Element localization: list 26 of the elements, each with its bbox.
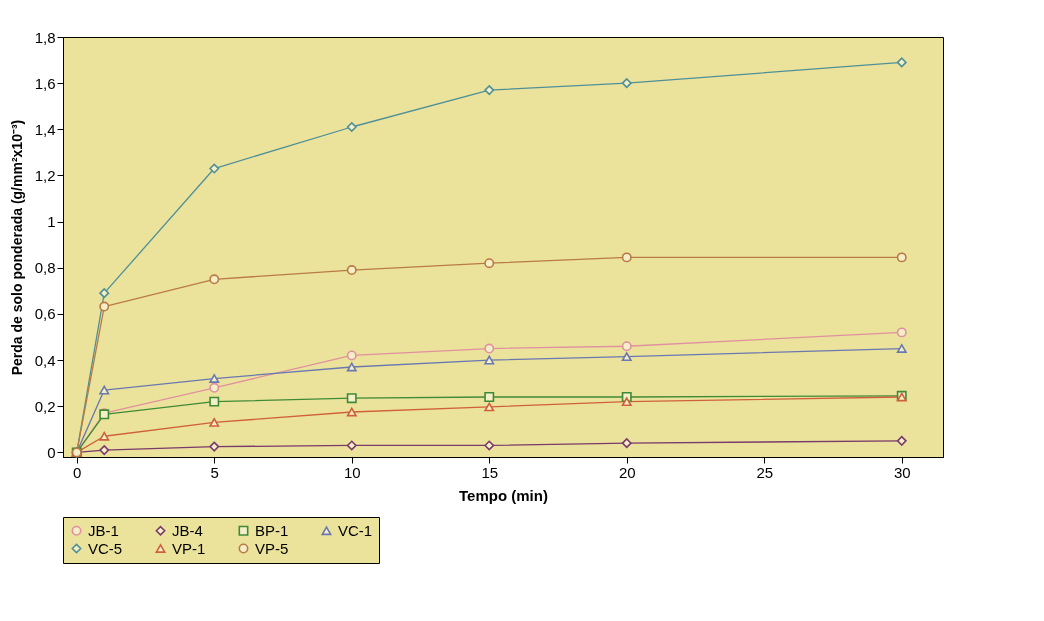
- legend-label: BP-1: [255, 521, 289, 539]
- x-tick-label: 30: [893, 463, 911, 481]
- legend-label: JB-1: [88, 521, 119, 539]
- legend-label: VP-1: [172, 539, 206, 557]
- y-tick-label: 0,4: [34, 351, 56, 369]
- legend-label: VC-1: [338, 521, 373, 539]
- y-tick-label: 0,2: [34, 397, 56, 415]
- legend-label: VC-5: [88, 539, 123, 557]
- y-tick-label: 1,6: [34, 74, 56, 92]
- y-tick-label: 0,6: [34, 305, 56, 323]
- x-tick-label: 25: [756, 463, 774, 481]
- y-tick-label: 1,4: [34, 120, 56, 138]
- x-axis-title: Tempo (min): [459, 486, 548, 504]
- legend-label: JB-4: [172, 521, 203, 539]
- x-tick-label: 5: [210, 463, 219, 481]
- x-tick-label: 15: [481, 463, 499, 481]
- y-tick-label: 0: [47, 443, 56, 461]
- x-tick-label: 10: [343, 463, 361, 481]
- x-tick-label: 20: [618, 463, 636, 481]
- legend-label: VP-5: [255, 539, 289, 557]
- y-tick-label: 1,2: [34, 166, 56, 184]
- y-tick-label: 1,8: [34, 28, 56, 46]
- y-tick-label: 1: [47, 213, 56, 231]
- y-axis-title: Perda de solo ponderada (g/mm²x10⁻³): [8, 119, 25, 376]
- y-tick-label: 0,8: [34, 259, 56, 277]
- x-tick-label: 0: [73, 463, 82, 481]
